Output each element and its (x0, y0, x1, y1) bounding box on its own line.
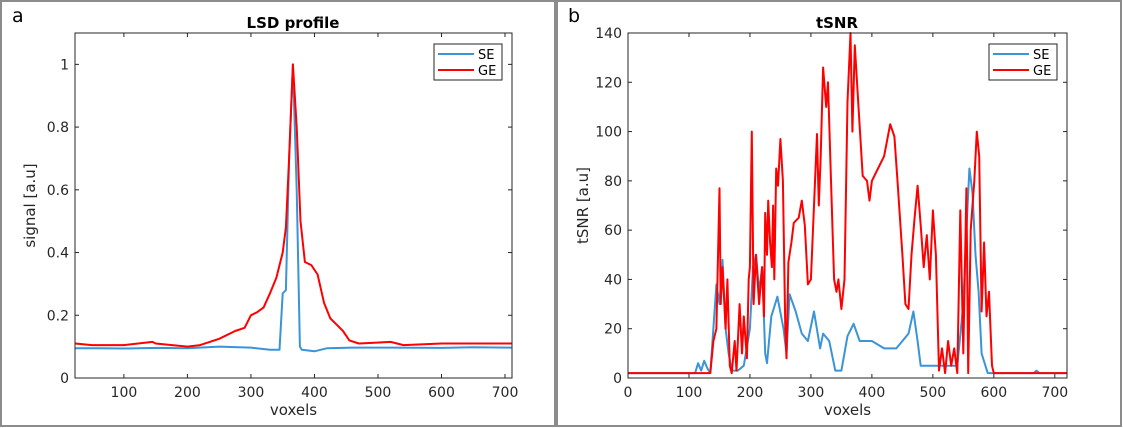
y-tick-label: 40 (604, 272, 622, 288)
x-tick-label: 400 (859, 385, 886, 401)
y-tick-label: 0.6 (47, 183, 69, 199)
y-tick-label: 0 (60, 371, 69, 387)
x-tick-label: 600 (980, 385, 1007, 401)
x-tick-label: 700 (492, 385, 519, 401)
x-tick-label: 300 (798, 385, 825, 401)
series-line-ge (74, 63, 512, 348)
tsnr-chart: b tSNR 0 100 200 300 400 500 600 700 0 20 40 60 80 100 1… (568, 5, 1068, 419)
panel-label: a (12, 5, 24, 27)
panel-label: b (568, 5, 580, 27)
x-tick-label: 500 (919, 385, 946, 401)
x-tick-label: 200 (737, 385, 764, 401)
y-tick-label: 140 (595, 26, 622, 42)
x-tick-label: 600 (428, 385, 455, 401)
lsd-profile-chart: a LSD profile 100 200 300 400 500 600 700 0 0.2 0.4… (12, 5, 518, 419)
y-tick-label: 0.2 (47, 308, 69, 324)
x-tick-label: 0 (624, 385, 633, 401)
legend-box (988, 43, 1058, 81)
x-tick-label: 500 (365, 385, 392, 401)
y-tick-label: 0.8 (47, 120, 69, 136)
axes-box (74, 32, 513, 379)
y-tick-label: 60 (604, 223, 622, 239)
chart-title: tSNR (816, 14, 859, 32)
y-axis-label: tSNR [a.u] (574, 167, 592, 244)
y-axis-label: signal [a.u] (21, 163, 39, 247)
chart-title: LSD profile (247, 14, 340, 32)
y-tick-label: 20 (604, 322, 622, 338)
axes-box (627, 32, 1068, 379)
y-tick-label: 100 (595, 125, 622, 141)
legend-entry-se: SE (1033, 48, 1049, 63)
y-tick-label: 80 (604, 174, 622, 190)
legend-entry-ge: GE (1033, 64, 1051, 79)
x-axis-label: voxels (270, 401, 317, 419)
y-tick-label: 0 (613, 371, 622, 387)
x-tick-label: 100 (676, 385, 703, 401)
x-tick-label: 400 (301, 385, 328, 401)
y-tick-label: 1 (60, 57, 69, 73)
legend-entry-se: SE (478, 48, 494, 63)
legend-box (433, 43, 503, 81)
y-tick-label: 0.4 (47, 246, 69, 262)
x-tick-label: 200 (174, 385, 201, 401)
x-axis-label: voxels (824, 401, 871, 419)
x-tick-label: 300 (238, 385, 265, 401)
legend-entry-ge: GE (478, 64, 496, 79)
series-line-ge (628, 32, 1067, 375)
y-tick-label: 120 (595, 75, 622, 91)
x-tick-label: 100 (111, 385, 138, 401)
x-tick-label: 700 (1041, 385, 1068, 401)
